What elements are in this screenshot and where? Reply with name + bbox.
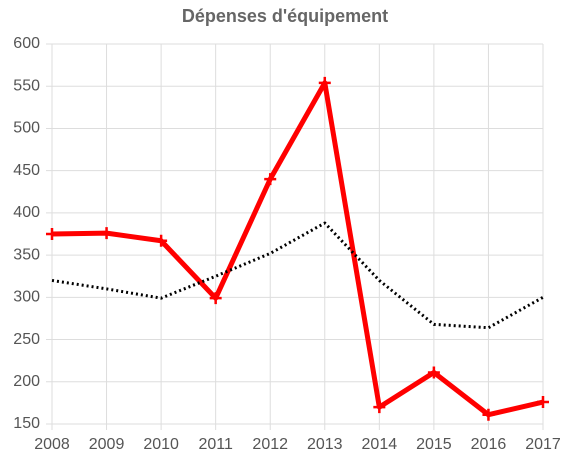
- point-marker: [209, 292, 222, 305]
- y-tick-label: 400: [13, 204, 40, 221]
- x-tick-label: 2012: [252, 436, 288, 453]
- x-tick-label: 2008: [34, 436, 70, 453]
- x-tick-label: 2017: [525, 436, 561, 453]
- y-tick-label: 450: [13, 162, 40, 179]
- y-tick-label: 500: [13, 120, 40, 137]
- point-marker: [264, 173, 277, 186]
- point-marker: [373, 401, 386, 414]
- y-tick-label: 350: [13, 246, 40, 263]
- y-tick-label: 150: [13, 415, 40, 432]
- y-tick-label: 250: [13, 331, 40, 348]
- x-tick-label: 2010: [143, 436, 179, 453]
- y-tick-label: 200: [13, 373, 40, 390]
- point-marker: [482, 408, 495, 421]
- series-line: [51, 80, 544, 418]
- y-tick-label: 300: [13, 289, 40, 306]
- point-marker: [100, 227, 113, 240]
- x-tick-label: 2014: [362, 436, 398, 453]
- y-tick-label: 600: [13, 35, 40, 52]
- y-tick-label: 550: [13, 77, 40, 94]
- x-tick-label: 2015: [416, 436, 452, 453]
- point-marker: [155, 234, 168, 247]
- x-tick-label: 2009: [89, 436, 125, 453]
- chart-title: Dépenses d'équipement: [182, 6, 388, 26]
- point-marker: [318, 76, 331, 89]
- series-line: [51, 221, 544, 330]
- point-marker: [46, 228, 58, 240]
- x-tick-label: 2013: [307, 436, 343, 453]
- x-tick-label: 2011: [198, 436, 233, 453]
- x-tick-label: 2016: [471, 436, 507, 453]
- point-marker: [427, 366, 440, 379]
- point-marker: [537, 396, 549, 409]
